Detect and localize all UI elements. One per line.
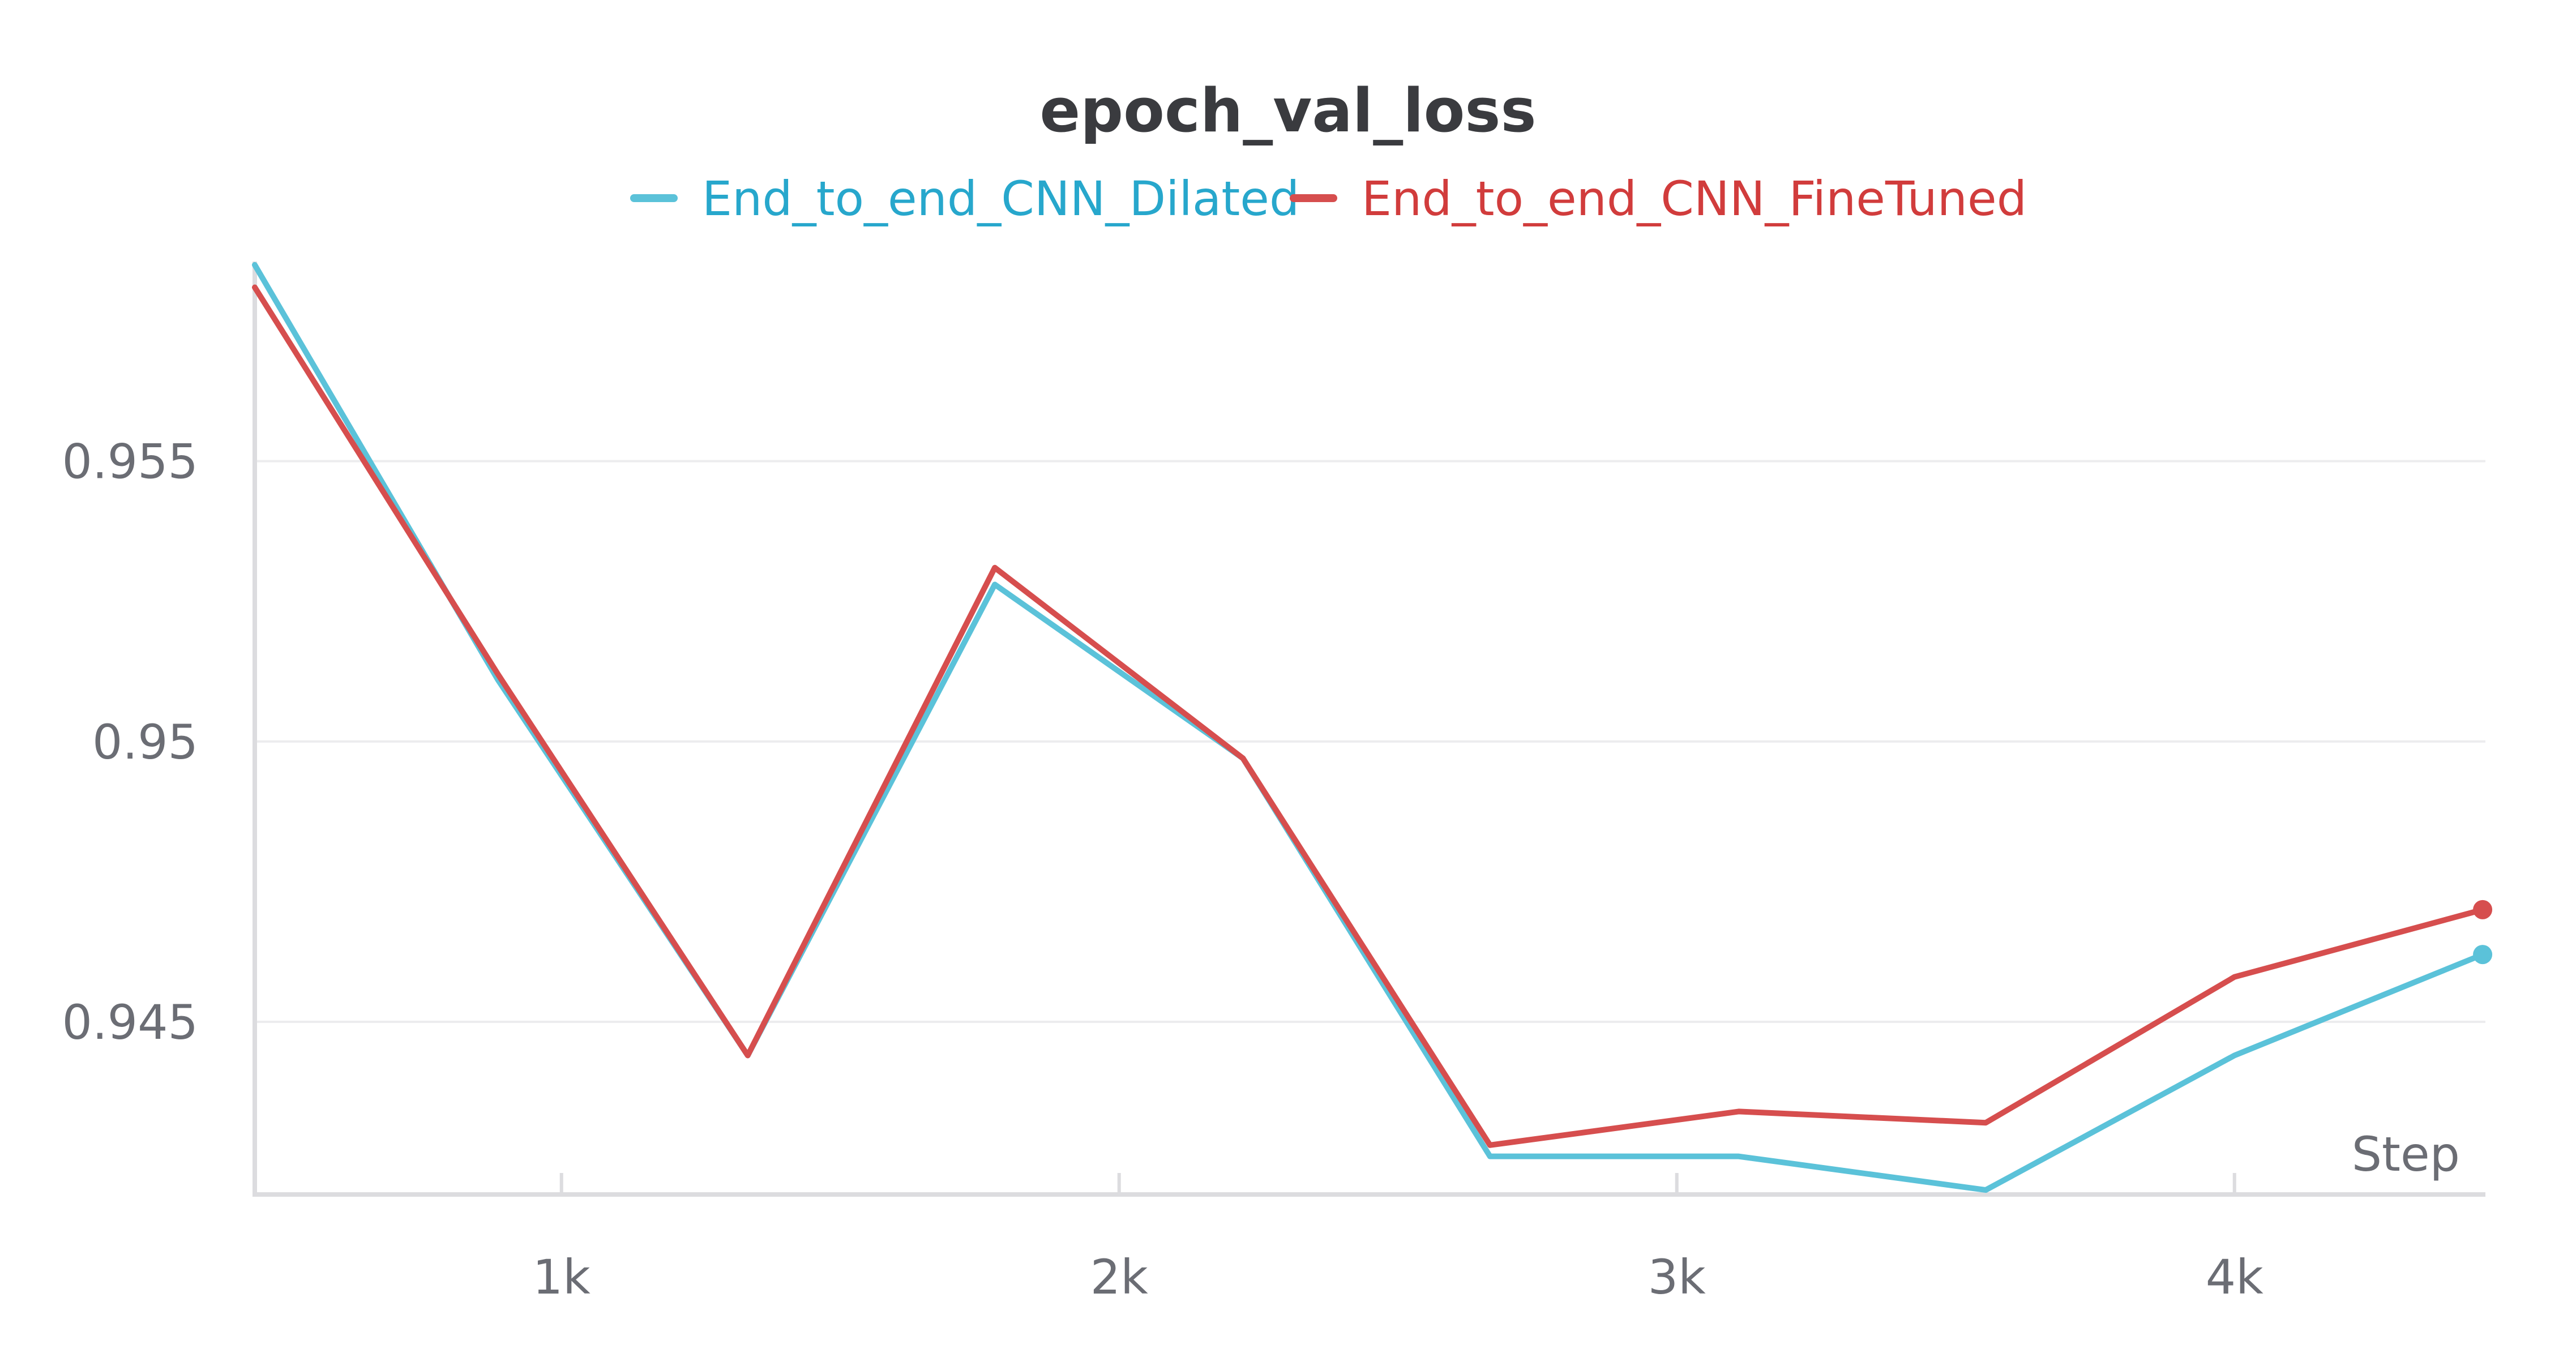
- x-tick-label: 2k: [1090, 1249, 1148, 1305]
- y-tick-label: 0.95: [92, 714, 198, 770]
- series-line: [252, 284, 2486, 1148]
- series-line: [252, 262, 2486, 1193]
- series-end-point: [2473, 900, 2493, 919]
- chart-title: epoch_val_loss: [1039, 76, 1536, 145]
- series-end-point: [2473, 945, 2493, 965]
- x-ticks: 1k 2k 3k 4k: [533, 1173, 2263, 1305]
- series-layer: [252, 262, 2493, 1193]
- legend: End_to_end_CNN_Dilated End_to_end_CNN_Fin…: [630, 171, 2027, 226]
- grid-lines: [255, 460, 2485, 1023]
- legend-label: End_to_end_CNN_Dilated: [702, 171, 1299, 226]
- y-ticks: 0.945 0.95 0.955: [62, 434, 198, 1050]
- x-tick-label: 4k: [2206, 1249, 2263, 1305]
- y-tick-label: 0.955: [62, 434, 198, 490]
- axes: [253, 262, 2485, 1197]
- legend-label: End_to_end_CNN_FineTuned: [1362, 171, 2027, 226]
- x-tick-label: 3k: [1648, 1249, 1706, 1305]
- x-axis-title: Step: [2352, 1127, 2460, 1182]
- x-tick-label: 1k: [533, 1249, 590, 1305]
- y-tick-label: 0.945: [62, 995, 198, 1050]
